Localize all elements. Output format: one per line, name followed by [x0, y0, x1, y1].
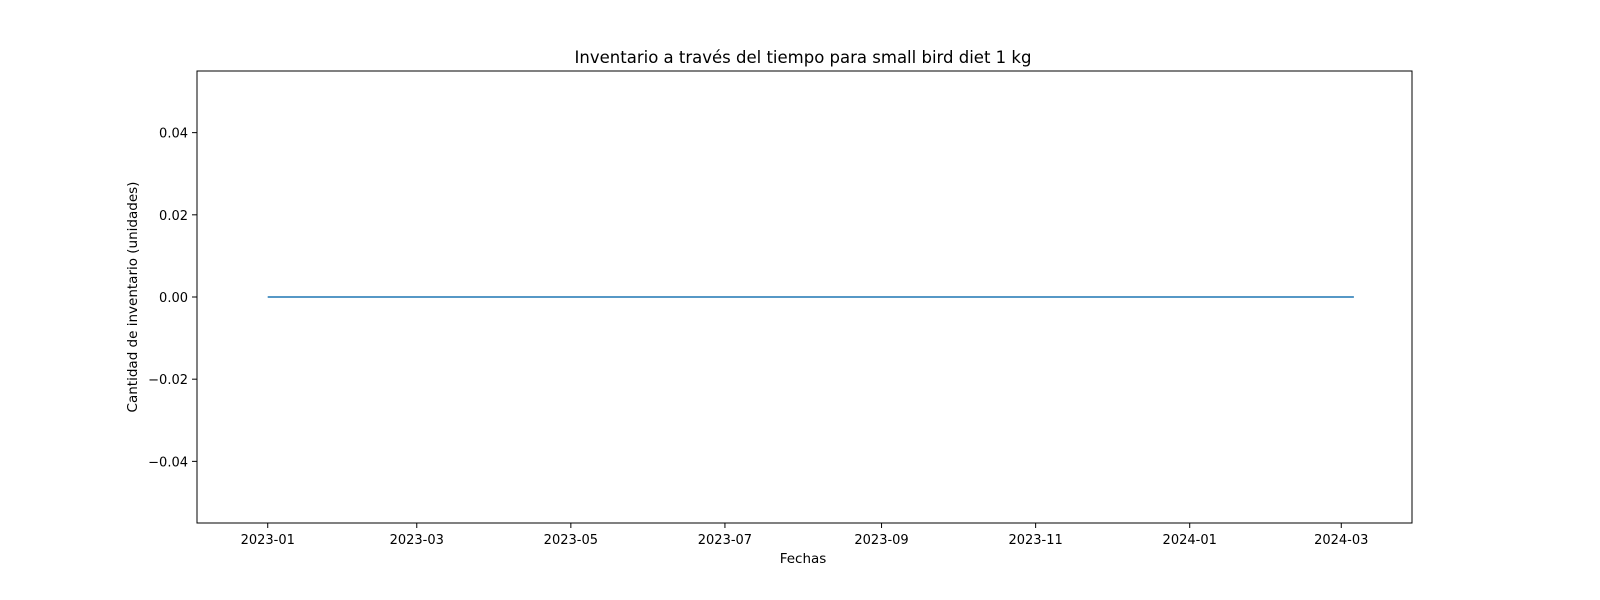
x-axis-label: Fechas: [780, 551, 827, 567]
x-tick-label: 2023-01: [241, 533, 295, 548]
x-tick-label: 2023-03: [390, 533, 444, 548]
x-tick-label: 2024-03: [1314, 533, 1368, 548]
x-axis: 2023-01 2023-03 2023-05 2023-07 2023-09 2023-…: [241, 523, 1368, 548]
x-tick-label: 2023-11: [1008, 533, 1062, 548]
chart-title: Inventario a través del tiempo para smal…: [575, 48, 1032, 67]
y-tick-label: −0.04: [148, 455, 188, 470]
y-tick-label: 0.04: [159, 127, 188, 142]
x-tick-label: 2023-07: [698, 533, 752, 548]
y-tick-label: 0.00: [159, 291, 188, 306]
y-axis: −0.04 −0.02 0.00 0.02 0.04: [148, 127, 197, 470]
x-tick-label: 2024-01: [1163, 533, 1217, 548]
x-tick-label: 2023-05: [544, 533, 598, 548]
x-tick-label: 2023-09: [854, 533, 908, 548]
y-tick-label: 0.02: [159, 209, 188, 224]
y-axis-label: Cantidad de inventario (unidades): [125, 182, 141, 413]
y-tick-label: −0.02: [148, 373, 188, 388]
